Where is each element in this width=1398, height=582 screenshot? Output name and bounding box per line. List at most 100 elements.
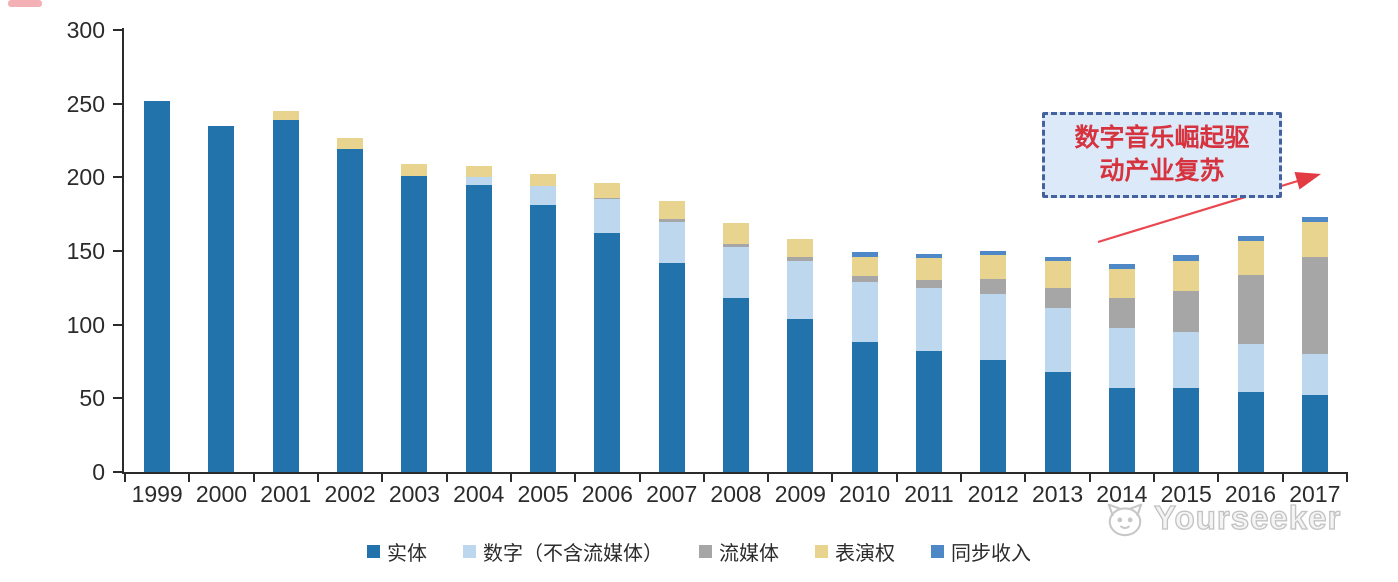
bar-segment (1237, 343, 1264, 393)
y-axis-line (122, 28, 124, 474)
x-axis-label: 2008 (710, 481, 762, 507)
x-axis-tick (638, 474, 641, 482)
cat-logo-icon (1107, 503, 1143, 537)
bar-segment (1044, 371, 1071, 472)
bar-segment (337, 137, 364, 150)
legend-label: 流媒体 (719, 543, 779, 565)
legend-label: 同步收入 (951, 543, 1031, 565)
x-axis-tick (252, 474, 255, 482)
y-axis-tick (113, 323, 122, 326)
x-axis-label: 2003 (388, 481, 440, 507)
x-axis-label: 1999 (131, 481, 183, 507)
bar-segment (980, 278, 1007, 294)
bar-segment (1301, 354, 1328, 396)
x-axis-label: 2004 (453, 481, 505, 507)
bar-segment (851, 252, 878, 257)
x-axis-tick (702, 474, 705, 482)
x-axis-tick (509, 474, 512, 482)
bar-segment (594, 233, 621, 472)
bar-segment (658, 262, 685, 472)
x-axis-label: 2014 (1096, 481, 1148, 507)
bar-segment (465, 177, 492, 185)
bar-segment (1237, 236, 1264, 241)
bar-segment (851, 276, 878, 282)
x-axis-label: 2000 (195, 481, 248, 507)
x-axis-label: 2015 (1160, 481, 1212, 507)
bar-segment (851, 342, 878, 472)
y-axis-tick-label: 0 (92, 459, 105, 485)
y-axis-tick-label: 150 (66, 238, 105, 264)
legend-label: 实体 (387, 543, 427, 565)
y-axis-tick (113, 176, 122, 179)
cropped-red-artifact (8, 0, 42, 7)
bar-segment (915, 351, 942, 472)
legend-item: 流媒体 (699, 537, 779, 566)
x-axis-label: 2011 (904, 481, 954, 507)
watermark: Yourseeker (1102, 498, 1341, 538)
bar-segment (723, 298, 749, 472)
legend: 实体 数字（不含流媒体） 流媒体 表演权 同步收入 (0, 537, 1398, 566)
bar-segment (1301, 221, 1328, 257)
x-axis-label: 2007 (646, 481, 698, 507)
bar-segment (1044, 287, 1071, 309)
x-axis-tick (1217, 474, 1220, 482)
bar-segment (1108, 298, 1135, 328)
bar-segment (465, 165, 492, 178)
bar-segment (1173, 332, 1200, 389)
bar-segment (658, 200, 685, 219)
bar-segment (915, 253, 942, 259)
x-axis-tick (445, 474, 448, 482)
x-axis-label: 2013 (1031, 481, 1084, 507)
annotation-text-line2: 动产业复苏 (1099, 158, 1225, 185)
bar-segment (594, 183, 621, 198)
bar-segment (208, 125, 235, 472)
bar-segment (1108, 388, 1135, 472)
bar-segment (915, 258, 942, 281)
x-axis-tick (1024, 474, 1027, 482)
x-axis-tick (381, 474, 384, 482)
x-axis-line (122, 472, 1348, 474)
y-axis-tick-label: 50 (79, 385, 105, 412)
bar-segment (1044, 308, 1071, 372)
bar-segment (787, 261, 814, 319)
bar-segment (1108, 264, 1135, 269)
bar-segment (915, 287, 942, 352)
y-axis-tick-label: 200 (66, 164, 105, 191)
bar-segment (530, 174, 557, 187)
x-axis-tick (1153, 474, 1156, 482)
y-axis-tick (113, 102, 122, 105)
x-axis-label: 2017 (1289, 481, 1341, 507)
legend-swatch (931, 545, 944, 558)
bar-segment (851, 256, 878, 277)
bar-segment (1173, 261, 1200, 291)
bar-segment (1108, 268, 1135, 299)
x-axis-label: 2005 (517, 481, 569, 507)
bar-segment (851, 281, 878, 343)
bar-segment (1237, 392, 1264, 472)
bar-segment (980, 293, 1007, 361)
annotation-callout: 数字音乐崛起驱 动产业复苏 (1042, 112, 1282, 198)
bar-segment (980, 360, 1007, 472)
x-axis-tick (1346, 474, 1348, 482)
bar-segment (401, 175, 428, 472)
bar-segment (272, 119, 299, 472)
bar-segment (401, 164, 428, 176)
legend-swatch (367, 545, 380, 558)
x-axis-label: 2009 (774, 481, 826, 507)
bar-segment (1237, 240, 1264, 275)
bar-segment (787, 256, 814, 262)
bar-segment (1044, 261, 1071, 288)
y-axis-tick (113, 471, 122, 473)
y-axis-tick (113, 250, 122, 252)
x-axis-label: 2001 (260, 481, 312, 507)
legend-item: 同步收入 (931, 537, 1031, 566)
x-axis-label: 2012 (967, 481, 1019, 507)
legend-swatch (463, 545, 476, 558)
y-axis-tick-label: 250 (66, 90, 105, 117)
bar-segment (1173, 255, 1200, 262)
bar-segment (915, 280, 942, 288)
bar-segment (723, 246, 749, 299)
annotation-text-line1: 数字音乐崛起驱 (1074, 125, 1250, 152)
bar-segment (1173, 388, 1200, 472)
x-axis-tick (1088, 474, 1091, 482)
